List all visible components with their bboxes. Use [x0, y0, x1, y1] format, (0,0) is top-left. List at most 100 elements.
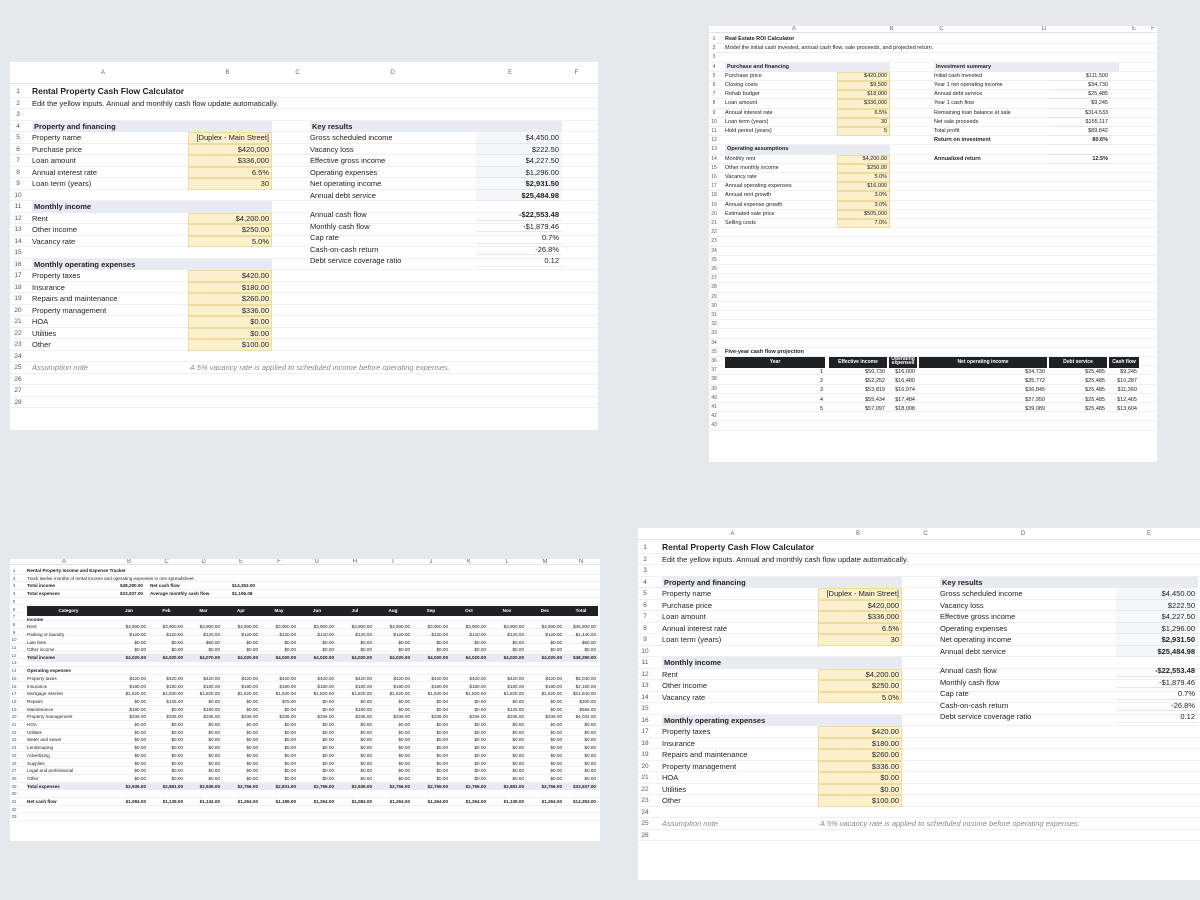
row-number[interactable]: 8	[12, 621, 16, 627]
row-number[interactable]: 17	[641, 728, 649, 735]
row-number[interactable]: 8	[643, 624, 647, 632]
column-header-G[interactable]: G	[314, 559, 320, 565]
row-number[interactable]: 24	[711, 247, 717, 254]
column-header-A[interactable]: A	[791, 26, 796, 32]
property-input[interactable]: $336,000	[188, 155, 272, 167]
purchase-input[interactable]: 5	[837, 127, 890, 137]
row-number[interactable]: 23	[14, 341, 22, 348]
row-number[interactable]: 3	[712, 54, 716, 61]
expense-input[interactable]: $420.00	[818, 726, 902, 738]
row-number[interactable]: 23	[711, 238, 717, 245]
row-number[interactable]: 30	[711, 302, 717, 309]
row-number[interactable]: 23	[11, 737, 17, 743]
column-header-D[interactable]: D	[201, 559, 206, 565]
row-number[interactable]: 19	[14, 295, 22, 302]
row-number[interactable]: 1	[712, 36, 716, 42]
row-number[interactable]: 12	[711, 137, 717, 144]
property-input[interactable]: [Duplex - Main Street]	[818, 588, 902, 600]
table-header[interactable]: Oct	[450, 605, 488, 617]
row-number[interactable]: 1	[16, 88, 20, 95]
row-number[interactable]: 10	[641, 647, 649, 655]
expense-input[interactable]: $100.00	[188, 339, 272, 351]
row-number[interactable]: 21	[641, 774, 649, 781]
row-number[interactable]: 3	[643, 567, 647, 574]
row-number[interactable]: 29	[711, 293, 717, 300]
row-number[interactable]: 8	[712, 100, 716, 107]
column-header-N[interactable]: N	[578, 559, 584, 565]
expense-input[interactable]: $180.00	[818, 737, 902, 749]
row-number[interactable]: 5	[712, 72, 716, 79]
row-number[interactable]: 11	[14, 203, 22, 210]
row-number[interactable]: 18	[14, 283, 22, 291]
column-header-E[interactable]: E	[238, 559, 243, 565]
row-number[interactable]: 10	[11, 637, 17, 643]
row-number[interactable]: 1	[12, 568, 16, 573]
purchase-input[interactable]: 6.5%	[837, 108, 890, 118]
income-input[interactable]: $4,200.00	[818, 668, 902, 680]
row-number[interactable]: 20	[641, 762, 649, 770]
row-number[interactable]: 5	[16, 134, 20, 141]
row-number[interactable]: 12	[641, 670, 649, 678]
row-number[interactable]: 4	[16, 122, 20, 130]
purchase-input[interactable]: $420,000	[837, 71, 890, 81]
row-number[interactable]: 15	[711, 164, 717, 171]
row-number[interactable]: 7	[643, 613, 647, 620]
column-header-A[interactable]: A	[100, 70, 105, 76]
row-number[interactable]: 17	[711, 183, 717, 190]
column-header-C[interactable]: C	[164, 559, 169, 565]
operating-input[interactable]: $505,000	[837, 209, 890, 219]
expense-input[interactable]: $180.00	[188, 281, 272, 293]
row-number[interactable]: 11	[11, 645, 17, 650]
projection-header[interactable]: Cash flow	[1109, 357, 1139, 369]
column-header-K[interactable]: K	[466, 559, 471, 565]
row-number[interactable]: 39	[711, 385, 717, 392]
row-number[interactable]: 18	[711, 192, 717, 199]
projection-header[interactable]: Operating expenses	[889, 357, 917, 369]
row-number[interactable]: 15	[11, 675, 17, 681]
row-number[interactable]: 17	[14, 272, 22, 279]
table-header[interactable]: May	[260, 605, 298, 617]
row-number[interactable]: 18	[11, 698, 17, 704]
property-input[interactable]: 6.5%	[818, 622, 902, 634]
row-number[interactable]: 17	[11, 691, 17, 697]
column-header-E[interactable]: E	[507, 70, 512, 76]
column-header-F[interactable]: F	[277, 559, 281, 565]
row-number[interactable]: 22	[14, 329, 22, 337]
expense-input[interactable]: $0.00	[818, 783, 902, 795]
table-header[interactable]: Category	[27, 605, 110, 617]
table-header[interactable]: Dec	[526, 605, 564, 617]
row-number[interactable]: 23	[641, 797, 649, 804]
row-number[interactable]: 7	[16, 157, 20, 164]
column-header-D[interactable]: D	[1020, 531, 1026, 537]
row-number[interactable]: 3	[16, 111, 20, 118]
row-number[interactable]: 22	[11, 729, 17, 735]
row-number[interactable]: 1	[643, 544, 647, 551]
column-header-C[interactable]: C	[939, 26, 944, 32]
row-number[interactable]: 16	[711, 174, 717, 180]
property-input[interactable]: 6.5%	[188, 166, 272, 178]
operating-input[interactable]: 5.0%	[837, 173, 890, 183]
column-header-B[interactable]: B	[225, 70, 230, 76]
column-header-H[interactable]: H	[352, 559, 358, 565]
table-header[interactable]: Apr	[222, 605, 260, 617]
column-header-E[interactable]: E	[1146, 531, 1151, 537]
table-header[interactable]: Nov	[488, 605, 526, 617]
row-number[interactable]: 7	[712, 91, 716, 98]
expense-input[interactable]: $420.00	[188, 270, 272, 282]
row-number[interactable]: 24	[641, 808, 649, 816]
column-header-B[interactable]: B	[855, 531, 860, 537]
row-number[interactable]: 2	[16, 99, 20, 107]
row-number[interactable]: 6	[16, 145, 20, 153]
column-header-B[interactable]: B	[126, 559, 131, 565]
table-header[interactable]: Jul	[336, 605, 374, 617]
row-number[interactable]: 13	[711, 146, 717, 153]
row-number[interactable]: 2	[712, 45, 716, 52]
row-number[interactable]: 27	[14, 387, 22, 394]
column-header-F[interactable]: F	[1151, 26, 1155, 32]
table-header[interactable]: Mar	[185, 605, 222, 617]
column-header-E[interactable]: E	[1131, 26, 1136, 32]
row-number[interactable]: 26	[641, 831, 649, 839]
expense-input[interactable]: $0.00	[188, 316, 272, 328]
row-number[interactable]: 31	[711, 312, 717, 318]
column-header-D[interactable]: D	[1041, 26, 1047, 32]
